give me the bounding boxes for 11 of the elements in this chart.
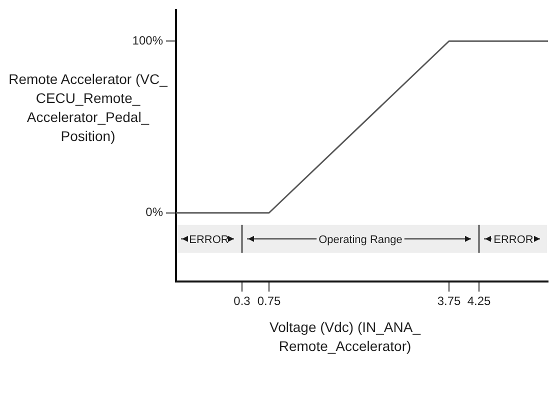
band-label: ERROR — [494, 234, 534, 246]
x-tick-label: 3.75 — [437, 294, 461, 308]
y-tick-label: 100% — [132, 33, 164, 48]
x-tick-label: 0.3 — [234, 294, 251, 308]
x-tick-label: 0.75 — [257, 294, 281, 308]
x-tick-label: 4.25 — [467, 294, 491, 308]
y-tick-label: 0% — [146, 205, 164, 220]
y-axis-title: Remote Accelerator (VC_CECU_Remote_Accelerator_Pedal_Position) — [8, 70, 168, 146]
text: Voltage (Vdc) (IN_ANA_Remote_Accelerator) — [270, 319, 420, 354]
band-label: ERROR — [189, 234, 229, 246]
band-label: Operating Range — [318, 234, 402, 246]
